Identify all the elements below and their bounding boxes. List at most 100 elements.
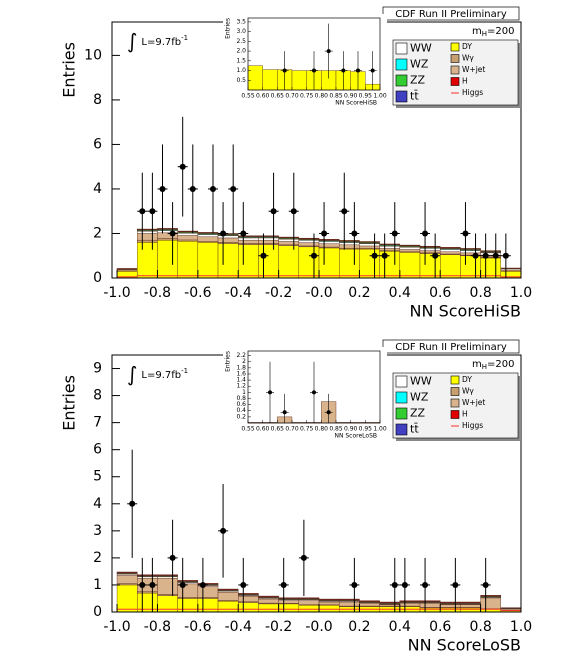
legend-swatch bbox=[450, 387, 460, 396]
data-point bbox=[280, 581, 287, 588]
lumi-label: ∫ L=9.7fb-1 bbox=[127, 29, 188, 53]
stack-segment bbox=[137, 591, 158, 594]
data-point bbox=[159, 185, 166, 192]
data-point bbox=[462, 230, 469, 237]
data-point bbox=[422, 581, 429, 588]
legend-label: WZ bbox=[410, 391, 429, 404]
x-tick-label: -0.2 bbox=[265, 285, 292, 301]
inset-data-point bbox=[326, 410, 331, 415]
stack-segment bbox=[116, 584, 138, 613]
stack-segment bbox=[116, 575, 138, 584]
stack-segment bbox=[116, 583, 138, 586]
lumi-label: ∫ L=9.7fb-1 bbox=[127, 362, 188, 386]
inset-y-title: Entries bbox=[225, 351, 232, 372]
inset-x-tick-label: 0.55 bbox=[241, 426, 255, 433]
stack-segment bbox=[137, 242, 158, 279]
stack-segment bbox=[217, 588, 239, 590]
mass-text: m bbox=[472, 26, 482, 37]
lumi-text: L=9.7fb bbox=[141, 37, 181, 48]
legend-label: Wγ bbox=[462, 54, 474, 63]
inset-data-point bbox=[312, 390, 316, 395]
data-point bbox=[482, 581, 489, 588]
stack-segment bbox=[339, 242, 360, 246]
stack-segment bbox=[318, 247, 340, 279]
inset-y-title: Entries bbox=[225, 18, 232, 39]
inset-y-tick-label: 1 bbox=[242, 389, 246, 396]
data-point bbox=[220, 527, 227, 534]
inset-x-tick-label: 1.00 bbox=[373, 93, 387, 100]
title-box bbox=[382, 6, 520, 21]
stack-segment bbox=[197, 583, 219, 585]
stack-segment bbox=[177, 241, 199, 279]
x-tick-label: -0.6 bbox=[184, 619, 211, 635]
legend-label: H bbox=[462, 77, 468, 86]
lumi-symbol: ∫ bbox=[127, 29, 137, 53]
data-point bbox=[129, 500, 136, 507]
inset-x-tick-label: 0.70 bbox=[285, 426, 299, 433]
legend-label: tt̄ bbox=[410, 89, 419, 102]
inset-x-tick-label: 0.85 bbox=[329, 426, 343, 433]
data-point bbox=[139, 208, 146, 215]
y-tick-label: 10 bbox=[84, 47, 102, 63]
inset-background bbox=[223, 14, 387, 106]
legend-swatch bbox=[450, 42, 460, 52]
stack-segment bbox=[177, 580, 199, 582]
x-tick-label: -1.0 bbox=[103, 619, 130, 635]
x-tick-label: 0.8 bbox=[469, 285, 491, 301]
data-point bbox=[149, 581, 156, 588]
legend-label: W+jet bbox=[462, 65, 485, 74]
stack-segment bbox=[480, 257, 502, 279]
inset-x-tick-label: 0.60 bbox=[256, 93, 270, 100]
legend-swatch bbox=[395, 42, 408, 55]
data-point bbox=[341, 208, 348, 215]
stack-segment bbox=[419, 607, 441, 613]
stack-segment bbox=[318, 243, 340, 248]
data-point bbox=[230, 185, 237, 192]
inset-y-tick-label: 0.5 bbox=[236, 77, 246, 84]
stack-segment bbox=[440, 607, 461, 613]
data-point bbox=[169, 554, 176, 561]
inset-x-tick-label: 0.75 bbox=[300, 93, 314, 100]
stack-segment bbox=[339, 248, 360, 279]
inset-y-tick-label: 2.0 bbox=[236, 48, 246, 55]
inset-y-tick-label: 0.4 bbox=[236, 407, 246, 414]
x-tick-label: 0.2 bbox=[348, 285, 370, 301]
inset-data-point bbox=[341, 68, 346, 73]
lumi-sup: -1 bbox=[181, 34, 188, 42]
legend-swatch bbox=[395, 391, 408, 404]
inset-data-point bbox=[282, 68, 287, 73]
inset-y-tick-label: 0.8 bbox=[236, 395, 246, 402]
stack-segment bbox=[440, 251, 461, 255]
stack-segment bbox=[197, 236, 219, 242]
inset-bar bbox=[291, 70, 307, 91]
data-point bbox=[189, 185, 196, 192]
inset-y-tick-label: 3.5 bbox=[236, 18, 246, 25]
data-point bbox=[381, 252, 388, 259]
legend-label: DY bbox=[462, 375, 472, 384]
legend-label: WW bbox=[410, 375, 432, 388]
x-axis-title: NN ScoreLoSB bbox=[408, 636, 521, 655]
stack-segment bbox=[238, 239, 259, 244]
stack-segment bbox=[217, 592, 239, 601]
legend-swatch bbox=[450, 77, 460, 86]
legend-swatch bbox=[450, 65, 460, 75]
x-axis-title: NN ScoreHiSB bbox=[410, 302, 521, 321]
stack-segment bbox=[460, 607, 481, 613]
stack-segment bbox=[258, 244, 279, 279]
lumi-symbol: ∫ bbox=[127, 362, 137, 386]
legend-swatch bbox=[450, 398, 460, 408]
stack-segment bbox=[399, 247, 421, 250]
lumi-text: L=9.7fb bbox=[141, 370, 181, 381]
y-tick-label: 9 bbox=[93, 361, 102, 377]
stack-segment bbox=[238, 237, 259, 241]
chart-title: CDF Run II Preliminary bbox=[395, 9, 507, 20]
legend-label: Wγ bbox=[462, 387, 474, 396]
stack-segment bbox=[157, 574, 178, 576]
legend-label: W+jet bbox=[462, 398, 485, 407]
stack-segment bbox=[238, 244, 259, 279]
stack-segment bbox=[177, 233, 199, 236]
x-tick-label: -0.2 bbox=[265, 619, 292, 635]
stack-segment bbox=[157, 577, 178, 595]
legend-swatch bbox=[395, 74, 408, 87]
